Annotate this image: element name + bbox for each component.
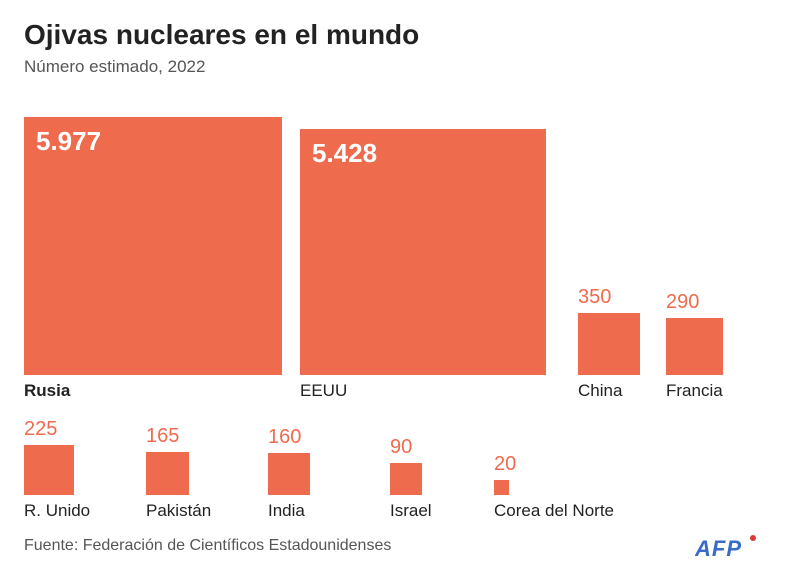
- chart-title: Ojivas nucleares en el mundo: [24, 20, 769, 51]
- category-label: India: [268, 501, 305, 521]
- chart-row-bottom: 225 R. Unido 165 Pakistán 160 India 90 Israel 20…: [24, 411, 769, 521]
- square-box: [268, 453, 310, 495]
- square-box: [494, 480, 509, 495]
- category-label: EEUU: [300, 381, 347, 401]
- value-label: 20: [494, 453, 516, 476]
- value-label: 290: [666, 291, 699, 314]
- square-box: [146, 452, 189, 495]
- page-root: Ojivas nucleares en el mundo Número esti…: [0, 0, 793, 585]
- logo-afp: AFP: [695, 534, 769, 569]
- chart-row-top: 5.977 Rusia 5.428 EEUU 350 China 290 Francia: [24, 91, 769, 401]
- category-label: Israel: [390, 501, 432, 521]
- value-label: 5.977: [36, 126, 101, 157]
- afp-logo-icon: AFP: [695, 534, 769, 564]
- category-label: Pakistán: [146, 501, 211, 521]
- value-label: 5.428: [312, 138, 377, 169]
- square-box: [578, 313, 640, 375]
- category-label: R. Unido: [24, 501, 90, 521]
- chart-source: Fuente: Federación de Científicos Estado…: [24, 537, 769, 555]
- category-label: China: [578, 381, 622, 401]
- square-box: [666, 318, 723, 375]
- value-label: 160: [268, 426, 301, 449]
- value-label: 165: [146, 425, 179, 448]
- value-label: 90: [390, 436, 412, 459]
- category-label: Corea del Norte: [494, 501, 614, 521]
- category-label: Rusia: [24, 381, 70, 401]
- svg-text:AFP: AFP: [695, 536, 742, 561]
- category-label: Francia: [666, 381, 723, 401]
- value-label: 350: [578, 286, 611, 309]
- square-box: [24, 445, 74, 495]
- chart-subtitle: Número estimado, 2022: [24, 57, 769, 77]
- square-box: [390, 463, 422, 495]
- value-label: 225: [24, 418, 57, 441]
